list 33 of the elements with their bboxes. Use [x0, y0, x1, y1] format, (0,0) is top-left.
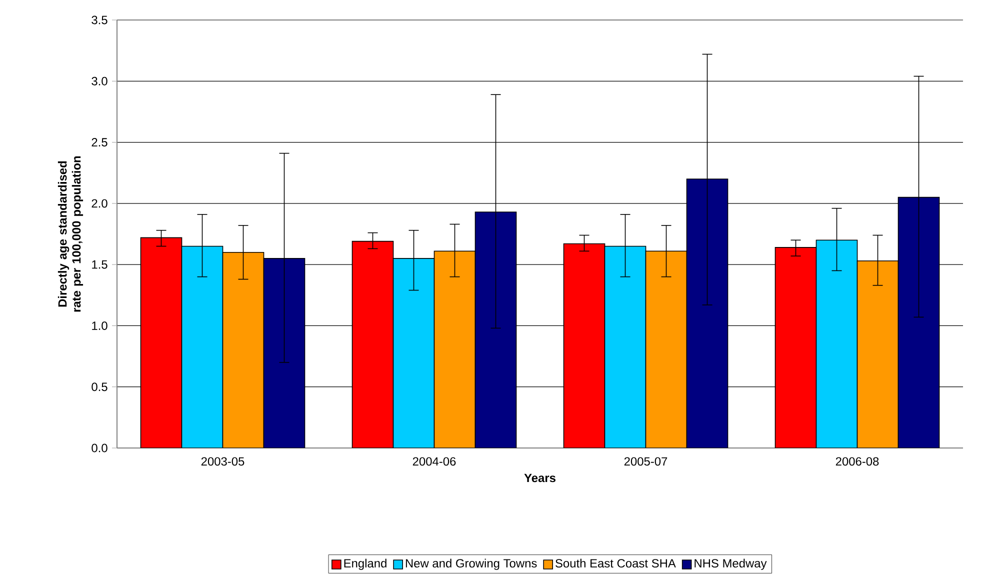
bar	[604, 246, 646, 448]
y-tick-label: 2.0	[92, 199, 108, 208]
x-tick-label: 2005-07	[624, 457, 668, 466]
x-tick-label: 2004-06	[412, 457, 456, 466]
y-tick-label: 2.5	[92, 138, 108, 147]
y-tick-label: 3.0	[92, 76, 108, 86]
bar	[774, 247, 817, 448]
bar	[563, 243, 606, 448]
y-axis-title: Directly age standardised rate per 100,000 population	[58, 156, 84, 312]
legend-label: New and Growing Towns	[406, 558, 537, 570]
bar	[434, 250, 476, 448]
y-tick-label: 0.5	[92, 382, 108, 392]
legend-label: NHS Medway	[694, 558, 767, 570]
bar	[686, 178, 728, 448]
bar	[182, 246, 223, 448]
bar	[816, 240, 858, 448]
bar	[222, 252, 264, 448]
bar	[140, 238, 182, 448]
bar	[392, 258, 435, 448]
bar	[898, 196, 940, 448]
y-tick-label: 3.5	[92, 16, 108, 24]
y-tick-label: 0.0	[92, 444, 108, 452]
bar	[352, 240, 394, 448]
x-tick-label: 2003-05	[201, 457, 244, 466]
legend-label: England	[344, 558, 386, 570]
y-tick-label: 1.5	[92, 260, 108, 269]
y-tick-label: 1.0	[92, 321, 108, 330]
x-axis-title: Years	[524, 474, 556, 482]
legend-label: South East Coast SHA	[556, 558, 676, 568]
bar	[474, 212, 517, 448]
bar	[645, 250, 688, 448]
bar	[856, 260, 899, 448]
x-tick-label: 2006-08	[836, 457, 879, 466]
